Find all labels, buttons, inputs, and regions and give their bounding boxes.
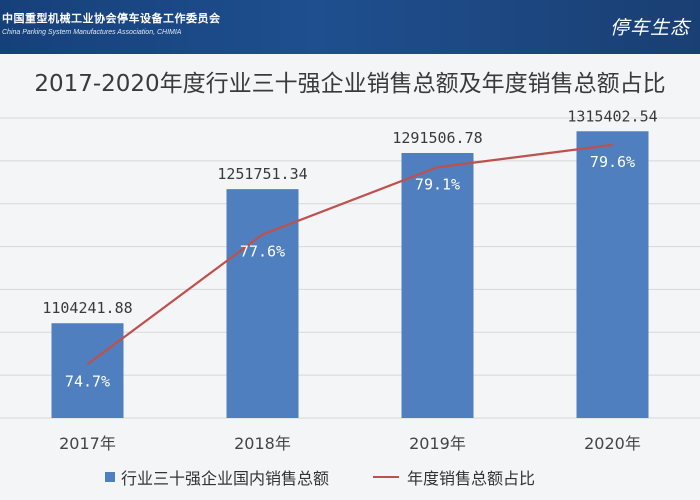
bar-2018年 <box>226 189 299 418</box>
ratio-value-label: 77.6% <box>240 242 285 260</box>
organization-name: 中国重型机械工业协会停车设备工作委员会 <box>2 12 221 25</box>
x-tick-label: 2020年 <box>584 434 641 453</box>
bar-value-label: 1291506.78 <box>392 129 482 147</box>
x-tick-label: 2018年 <box>234 434 291 453</box>
legend-line-swatch <box>373 476 400 478</box>
legend-bar-label: 行业三十强企业国内销售总额 <box>121 469 330 488</box>
organization-english-name: China Parking System Manufactures Associ… <box>2 29 182 36</box>
ratio-line <box>86 143 613 366</box>
ratio-value-label: 74.7% <box>65 372 110 390</box>
x-tick-label: 2019年 <box>409 434 466 453</box>
header-banner: 中国重型机械工业协会停车设备工作委员会 China Parking System… <box>0 0 700 54</box>
bar-value-label: 1104241.88 <box>42 299 132 317</box>
ratio-value-label: 79.6% <box>590 153 635 171</box>
bar-value-label: 1315402.54 <box>567 107 657 125</box>
legend-line-label: 年度销售总额占比 <box>407 469 536 488</box>
bar-value-label: 1251751.34 <box>217 165 307 183</box>
brand-logo: 停车生态 <box>609 17 690 39</box>
bar-2020年 <box>576 131 649 418</box>
bar-2019年 <box>401 152 474 418</box>
bar-2017年 <box>51 323 124 418</box>
x-tick-label: 2017年 <box>59 434 116 453</box>
chart-title: 2017-2020年度行业三十强企业销售总额及年度销售总额占比 <box>34 71 666 97</box>
chart-legend: 行业三十强企业国内销售总额 年度销售总额占比 <box>105 466 535 488</box>
ratio-value-label: 79.1% <box>415 175 460 193</box>
legend-bar-swatch <box>105 472 115 482</box>
